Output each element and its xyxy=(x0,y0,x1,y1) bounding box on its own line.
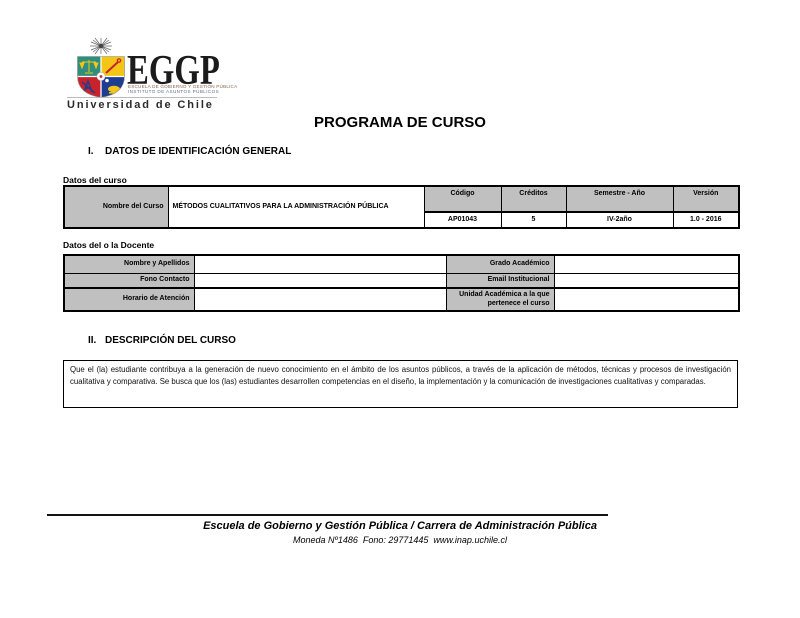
grado-academico-label-cell: Grado Académico xyxy=(445,254,555,274)
university-name: Universidad de Chile xyxy=(67,97,217,111)
docente-row-3: Horario de Atención Unidad Académica a l… xyxy=(63,287,740,312)
course-name-label-cell: Nombre del Curso xyxy=(63,185,169,229)
logo-subtitle: ESCUELA DE GOBIERNO Y GESTIÓN PÚBLICA IN… xyxy=(128,84,238,95)
course-description-box: Que el (la) estudiante contribuya a la g… xyxy=(63,360,738,408)
course-table-header-row: Nombre del Curso MÉTODOS CUALITATIVOS PA… xyxy=(63,185,740,229)
fono-contacto-label-cell: Fono Contacto xyxy=(63,273,195,289)
semestre-header-cell: Semestre - Año xyxy=(565,185,674,213)
docente-row-2: Fono Contacto Email Institucional xyxy=(63,273,740,289)
email-institucional-label-cell: Email Institucional xyxy=(445,273,555,289)
semestre-value-cell: IV-2año xyxy=(565,211,674,229)
docente-row-1: Nombre y Apellidos Grado Académico xyxy=(63,254,740,274)
nombre-apellidos-value-cell xyxy=(193,254,447,274)
course-table-value-row: AP01043 5 IV-2año 1.0 - 2016 xyxy=(64,211,740,229)
lamp-icon xyxy=(105,78,120,94)
footer-contact-line: Moneda Nº1486 Fono: 29771445 www.inap.uc… xyxy=(293,535,507,545)
fono-contacto-value-cell xyxy=(193,273,447,289)
course-data-label: Datos del curso xyxy=(63,175,127,185)
footer-divider xyxy=(47,514,608,516)
docente-data-label: Datos del o la Docente xyxy=(63,240,155,250)
section-1-heading: I. DATOS DE IDENTIFICACIÓN GENERAL xyxy=(88,146,291,157)
logo-acronym: EGGP xyxy=(127,48,220,94)
section-1-title: DATOS DE IDENTIFICACIÓN GENERAL xyxy=(105,146,292,157)
unidad-academica-value-cell xyxy=(553,287,740,312)
version-header-cell: Versión xyxy=(672,185,740,213)
grado-academico-value-cell xyxy=(553,254,740,274)
logo-school-name: ESCUELA DE GOBIERNO Y GESTIÓN PÚBLICA xyxy=(128,84,238,89)
section-1-number: I. xyxy=(88,146,94,157)
unidad-academica-label-cell: Unidad Académica a la que pertenece el c… xyxy=(445,287,555,312)
codigo-value-cell: AP01043 xyxy=(423,211,502,229)
version-value-cell: 1.0 - 2016 xyxy=(672,211,740,229)
email-institucional-value-cell xyxy=(553,273,740,289)
compass-icon xyxy=(81,78,96,94)
section-2-heading: II. DESCRIPCIÓN DEL CURSO xyxy=(88,335,236,346)
course-info-table: Nombre del Curso MÉTODOS CUALITATIVOS PA… xyxy=(63,185,740,229)
scales-icon xyxy=(79,60,99,74)
page-title: PROGRAMA DE CURSO xyxy=(314,114,486,131)
logo-institute-name: INSTITUTO DE ASUNTOS PÚBLICOS xyxy=(128,89,220,95)
section-2-number: II. xyxy=(88,335,97,346)
course-name-value-cell: MÉTODOS CUALITATIVOS PARA LA ADMINISTRAC… xyxy=(167,185,425,229)
codigo-header-cell: Código xyxy=(423,185,502,213)
university-crest-icon xyxy=(77,37,125,98)
creditos-value-cell: 5 xyxy=(500,211,567,229)
footer-school-line: Escuela de Gobierno y Gestión Pública / … xyxy=(203,520,597,532)
section-2-title: DESCRIPCIÓN DEL CURSO xyxy=(105,335,236,346)
nombre-apellidos-label-cell: Nombre y Apellidos xyxy=(63,254,195,274)
torch-icon xyxy=(105,58,122,74)
horario-atencion-value-cell xyxy=(193,287,447,312)
horario-atencion-label-cell: Horario de Atención xyxy=(63,287,195,312)
creditos-header-cell: Créditos xyxy=(500,185,567,213)
docente-info-table: Nombre y Apellidos Grado Académico Fono … xyxy=(63,254,740,312)
